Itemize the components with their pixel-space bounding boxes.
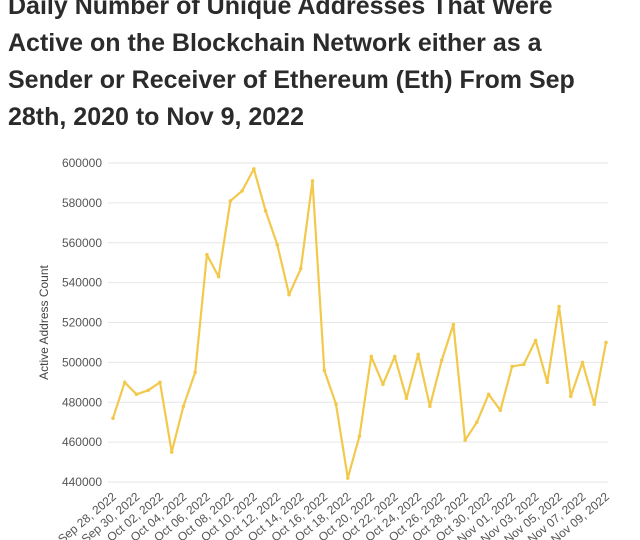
data-point [439, 358, 444, 363]
data-point [369, 354, 374, 359]
gridlines [108, 162, 608, 483]
data-point [122, 380, 127, 385]
data-point [428, 404, 432, 409]
series-line [111, 167, 608, 480]
data-point [451, 322, 456, 327]
data-point [604, 340, 608, 345]
data-point [169, 450, 174, 454]
data-point [533, 338, 538, 343]
data-point [357, 434, 362, 438]
data-point [345, 476, 350, 480]
data-point [228, 199, 233, 203]
y-tick-label: 500000 [62, 355, 102, 369]
y-tick-label: 600000 [62, 156, 102, 170]
data-point [510, 364, 514, 369]
data-point [475, 420, 479, 424]
data-point [287, 292, 291, 297]
data-point [181, 404, 186, 409]
y-tick-label: 540000 [62, 276, 102, 290]
data-point [416, 352, 420, 357]
data-point [392, 354, 397, 359]
data-point [240, 189, 244, 193]
data-point [334, 402, 338, 407]
data-point [580, 360, 585, 365]
data-point [158, 380, 162, 385]
data-point [275, 242, 280, 247]
data-point [111, 416, 115, 421]
y-tick-label: 460000 [62, 435, 102, 449]
data-point [146, 388, 151, 393]
data-point [557, 304, 561, 309]
data-point [322, 368, 327, 373]
data-point [404, 396, 409, 401]
data-point [134, 392, 139, 397]
y-axis-ticks: 440000 460000 480000 500000 520000 540000 5600… [62, 156, 102, 489]
data-point [381, 382, 385, 387]
data-point [592, 402, 597, 407]
data-point [568, 394, 573, 399]
chart-title: Daily Number of Unique Addresses That We… [8, 0, 575, 131]
data-point [299, 266, 303, 271]
y-tick-label: 580000 [62, 196, 102, 210]
data-point [193, 370, 197, 375]
y-tick-label: 440000 [62, 475, 102, 489]
y-tick-label: 480000 [62, 395, 102, 409]
data-point [498, 408, 503, 413]
y-axis-title: Active Address Count [37, 264, 51, 379]
data-point [486, 392, 491, 397]
data-point [522, 362, 526, 367]
data-point [205, 252, 209, 257]
y-tick-label: 520000 [62, 316, 102, 330]
data-point [463, 438, 467, 442]
data-point [216, 274, 221, 279]
data-point [263, 209, 268, 213]
y-tick-label: 560000 [62, 236, 102, 250]
data-points [111, 167, 608, 480]
data-point [252, 167, 256, 171]
data-point [545, 380, 550, 385]
data-point [310, 179, 315, 183]
